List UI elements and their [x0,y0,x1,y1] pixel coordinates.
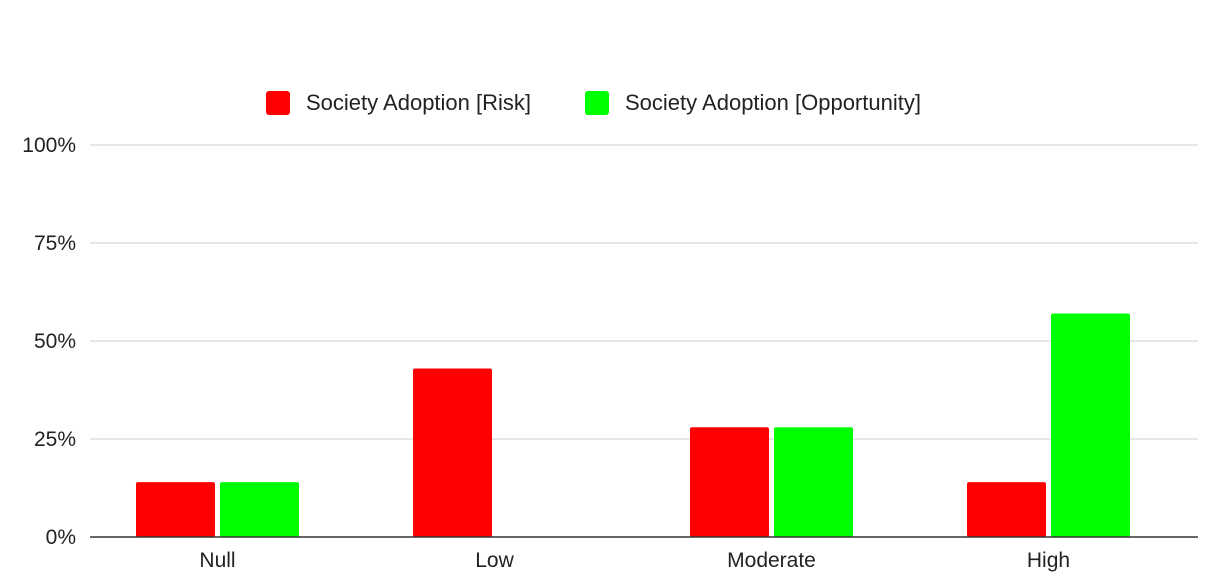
x-axis-ticks: Null Low Moderate High [199,549,1070,572]
bar-risk-low[interactable] [413,368,492,537]
legend-swatch-opportunity[interactable] [585,91,609,115]
y-tick-label: 100% [22,134,76,157]
gridlines [90,144,1198,440]
bar-opportunity-null[interactable] [220,482,299,537]
legend: Society Adoption [Risk] Society Adoption … [266,90,921,115]
x-tick-label: Low [475,549,514,572]
x-tick-label: Moderate [727,549,816,572]
y-tick-label: 75% [34,232,76,255]
x-tick-label: Null [199,549,235,572]
y-axis-ticks: 0% 25% 50% 75% 100% [22,134,76,549]
y-tick-label: 25% [34,428,76,451]
bar-opportunity-moderate[interactable] [774,427,853,537]
legend-label-risk[interactable]: Society Adoption [Risk] [306,90,531,115]
y-tick-label: 50% [34,330,76,353]
legend-swatch-risk[interactable] [266,91,290,115]
x-tick-label: High [1027,549,1070,572]
bars [136,313,1130,537]
bar-opportunity-high[interactable] [1051,313,1130,537]
legend-label-opportunity[interactable]: Society Adoption [Opportunity] [625,90,921,115]
bar-risk-moderate[interactable] [690,427,769,537]
bar-risk-high[interactable] [967,482,1046,537]
y-tick-label: 0% [46,526,76,549]
bar-risk-null[interactable] [136,482,215,537]
